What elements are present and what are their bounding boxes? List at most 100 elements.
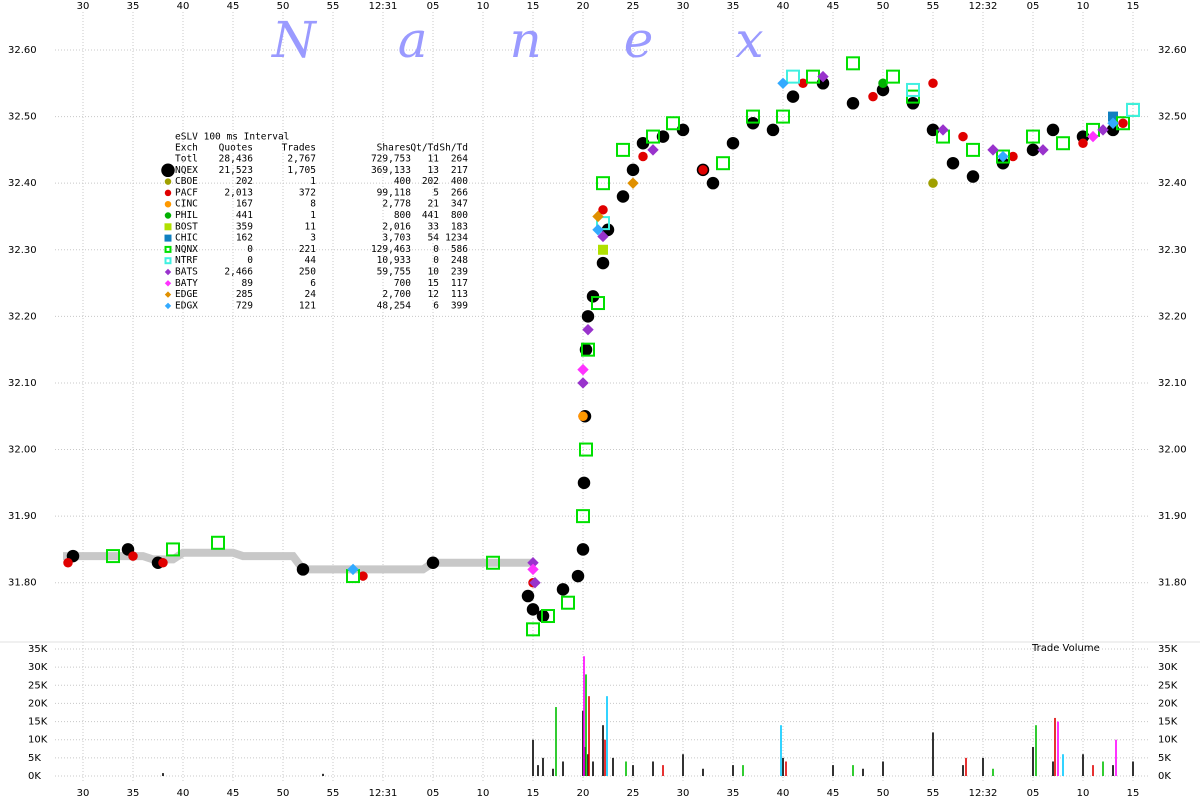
legend-marker — [164, 257, 172, 265]
table-cell: 441 — [236, 210, 253, 221]
volume-tick-label-left: 35K — [28, 644, 48, 655]
x-tick-label-bottom: 20 — [577, 788, 590, 799]
x-tick-label-bottom: 15 — [527, 788, 540, 799]
x-tick-label-top: 35 — [727, 1, 740, 12]
volume-bar — [1054, 717, 1056, 776]
volume-bar — [1082, 754, 1084, 776]
x-tick-label-bottom: 25 — [627, 788, 640, 799]
volume-bar — [1052, 761, 1054, 776]
trade-marker — [358, 571, 368, 581]
trade-marker — [1087, 130, 1099, 143]
table-cell: 2,778 — [382, 199, 411, 210]
volume-bar — [604, 739, 606, 776]
legend-label: BATY — [175, 278, 198, 289]
table-cell: 24 — [305, 289, 317, 300]
trade-marker — [598, 244, 608, 255]
legend-label: NQEX — [175, 165, 198, 176]
volume-tick-label-left: 15K — [28, 717, 48, 728]
trade-marker — [616, 190, 630, 203]
volume-bar — [1115, 739, 1117, 776]
volume-bar — [780, 725, 782, 776]
trade-marker — [626, 163, 640, 177]
table-cell: 400 — [394, 176, 411, 187]
y-tick-label-right: 32.00 — [1158, 445, 1187, 456]
table-cell: 3,703 — [382, 233, 411, 244]
volume-bar — [1057, 721, 1059, 776]
x-tick-label-bottom: 55 — [327, 788, 340, 799]
trade-marker — [577, 476, 591, 490]
table-cell: 250 — [299, 267, 316, 278]
trade-marker — [666, 116, 680, 131]
volume-label: Trade Volume — [1031, 643, 1100, 654]
trade-marker — [997, 150, 1009, 163]
table-cell: 162 — [236, 233, 253, 244]
table-cell: 800 — [451, 210, 468, 221]
trade-marker — [577, 377, 589, 389]
trade-marker — [928, 78, 938, 89]
volume-bar — [587, 754, 589, 776]
trade-marker — [817, 70, 829, 83]
table-cell: 729,753 — [371, 154, 411, 165]
x-tick-label-top: 30 — [677, 1, 690, 12]
volume-bar — [582, 710, 584, 776]
trade-marker — [571, 569, 585, 583]
x-tick-label-bottom: 15 — [1127, 788, 1140, 799]
table-cell: 3 — [310, 233, 316, 244]
table-cell: 1234 — [445, 233, 468, 244]
y-tick-label-left: 32.60 — [8, 45, 37, 56]
trade-marker — [1026, 129, 1040, 144]
x-tick-label-top: 25 — [627, 1, 640, 12]
trade-marker — [578, 411, 588, 421]
volume-bar — [742, 765, 744, 776]
legend-marker — [164, 223, 172, 231]
legend-marker — [164, 189, 172, 197]
trade-marker — [966, 170, 980, 183]
x-tick-label-top: 10 — [477, 1, 490, 12]
trade-marker — [627, 177, 639, 189]
trade-marker — [726, 136, 740, 150]
trade-marker — [581, 342, 595, 357]
volume-tick-label-left: 30K — [28, 662, 48, 673]
trade-marker — [591, 296, 605, 311]
x-tick-label-bottom: 35 — [727, 788, 740, 799]
table-cell: 347 — [451, 199, 468, 210]
volume-bar — [1032, 746, 1034, 776]
y-tick-label-right: 32.30 — [1158, 245, 1187, 256]
legend-marker — [164, 245, 172, 253]
trade-marker — [646, 129, 660, 144]
trade-marker — [582, 323, 594, 336]
volume-tick-label-left: 10K — [28, 735, 48, 746]
volume-tick-label-right: 20K — [1158, 698, 1178, 709]
trade-marker — [592, 224, 604, 236]
table-cell: 729 — [236, 300, 253, 311]
volume-bar — [162, 773, 164, 776]
x-tick-label-bottom: 50 — [277, 788, 290, 799]
legend-label: BATS — [175, 267, 198, 278]
trade-marker — [1037, 144, 1049, 156]
y-tick-label-left: 32.10 — [8, 378, 37, 389]
volume-bar — [702, 768, 704, 776]
x-tick-label-top: 45 — [827, 1, 840, 12]
table-cell: 285 — [236, 289, 253, 300]
volume-bar — [602, 725, 604, 776]
y-tick-label-right: 32.50 — [1158, 112, 1187, 123]
table-cell: 10 — [428, 267, 440, 278]
trade-marker — [526, 603, 540, 616]
trade-marker — [878, 78, 888, 89]
volume-bar — [662, 765, 664, 776]
y-tick-label-left: 32.20 — [8, 311, 37, 322]
x-tick-label-bottom: 40 — [777, 788, 790, 799]
volume-bar — [1092, 765, 1094, 776]
trade-marker — [1026, 143, 1040, 157]
legend-marker — [161, 163, 175, 178]
x-tick-label-top: 35 — [127, 1, 140, 12]
table-cell: 10,933 — [377, 255, 411, 266]
trade-marker — [786, 69, 800, 84]
x-tick-label-bottom: 35 — [127, 788, 140, 799]
trade-marker — [158, 557, 168, 568]
x-tick-label-bottom: 10 — [477, 788, 490, 799]
y-tick-label-left: 31.80 — [8, 578, 37, 589]
trade-marker — [63, 557, 73, 568]
volume-tick-label-right: 10K — [1158, 735, 1178, 746]
